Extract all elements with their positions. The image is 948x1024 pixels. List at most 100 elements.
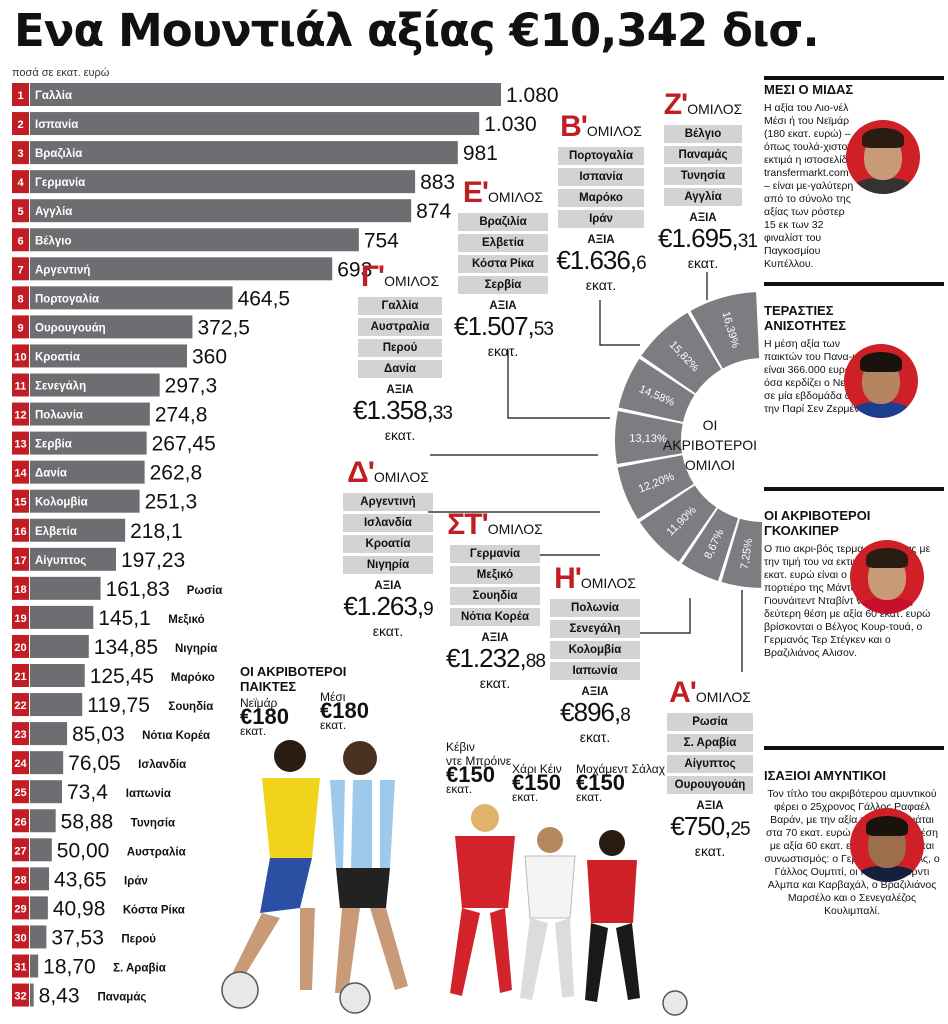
rank-label: 21	[14, 671, 26, 683]
bar	[30, 576, 101, 600]
rank-box	[12, 605, 29, 629]
rank-label: 20	[14, 642, 26, 654]
category-label: Κροατία	[35, 351, 80, 363]
group-team: Ισλανδία	[343, 514, 433, 532]
group-heading: Ε'ΟΜΙΛΟΣ	[454, 176, 552, 210]
group-value-main: €1.507,	[454, 311, 535, 341]
value-label: 145,1	[98, 607, 151, 630]
bar	[30, 693, 83, 717]
rank-label: 16	[14, 526, 26, 538]
rank-label: 12	[14, 410, 26, 422]
bar	[30, 141, 458, 165]
player-unit: εκατ.	[446, 782, 473, 796]
group-heading: ΣΤ'ΟΜΙΛΟΣ	[446, 508, 544, 542]
rank-box	[12, 112, 29, 136]
rank-box	[12, 170, 29, 194]
player-price: €180	[240, 704, 289, 729]
bar	[30, 838, 52, 862]
group-letter: Δ'	[347, 456, 375, 489]
category-label: Ουρουγουάη	[35, 322, 106, 334]
group-unit: εκατ.	[372, 623, 404, 639]
group-value: €1.232,88	[446, 644, 546, 676]
bar-row: 22 119,75 Σουηδία	[12, 693, 213, 717]
donut-slice	[690, 292, 760, 369]
bar-row: 7 693 Αργεντινή	[12, 257, 372, 281]
bar	[30, 780, 63, 804]
group-word: ΟΜΙΛΟΣ	[487, 521, 543, 537]
bar	[30, 489, 140, 513]
category-label: Βέλγιο	[35, 235, 72, 247]
sidebar-text: Η μέση αξία των παικτών του Πανα-μά είνα…	[764, 338, 869, 415]
bar	[30, 402, 150, 426]
bar-row: 24 76,05 Ισλανδία	[12, 751, 186, 775]
player-unit: εκατ.	[576, 790, 603, 804]
rank-box	[12, 489, 29, 513]
group-box: ΣΤ'ΟΜΙΛΟΣ Γερμανία Μεξικό Σουηδία Νότια Κορέ…	[446, 508, 546, 691]
value-label: 50,00	[57, 839, 110, 862]
donut-title-line1: ΟΙ	[702, 417, 718, 433]
group-unit: εκατ.	[579, 729, 611, 745]
category-label: Πολωνία	[35, 410, 83, 422]
group-heading: Β'ΟΜΙΛΟΣ	[553, 110, 649, 144]
rank-box	[12, 954, 29, 978]
bar	[30, 518, 126, 542]
group-word: ΟΜΙΛΟΣ	[580, 575, 636, 591]
player-kane: Χάρι Κέιν €150 εκατ.	[512, 762, 562, 804]
category-label: Πορτογαλία	[35, 293, 99, 305]
player-figure-salah	[585, 830, 688, 1016]
bar	[30, 547, 117, 571]
rank-box	[12, 751, 29, 775]
bar	[30, 344, 187, 368]
rank-label: 24	[14, 758, 27, 770]
sidebar-heading-line1: ΜΕΣΙ Ο ΜΙΔΑΣ	[764, 82, 854, 97]
rank-label: 17	[14, 555, 26, 567]
bar-row: 8 464,5 Πορτογαλία	[12, 286, 290, 310]
value-label: 754	[364, 229, 399, 252]
rank-label: 31	[14, 962, 26, 974]
players-title: ΟΙ ΑΚΡΙΒΟΤΕΡΟΙ ΠΑΙΚΤΕΣ	[240, 664, 346, 694]
rank-box	[12, 199, 29, 223]
rank-box	[12, 228, 29, 252]
group-letter: Β'	[560, 110, 588, 143]
player-price: €150	[512, 770, 561, 795]
group-team: Αργεντινή	[343, 493, 433, 511]
group-team: Βέλγιο	[664, 125, 742, 143]
category-label: Ελβετία	[35, 526, 77, 538]
sidebar-rule-2	[764, 282, 944, 286]
rank-label: 6	[17, 235, 23, 247]
bar-row: 3 981 Βραζιλία	[12, 141, 498, 165]
group-value-main: €1.358,	[353, 395, 434, 425]
rank-label: 15	[14, 497, 26, 509]
value-label: 73,4	[67, 781, 108, 804]
bar	[30, 83, 501, 106]
rank-box	[12, 315, 29, 339]
page-title: Ενα Μουντιάλ αξίας €10,342 δισ.	[14, 4, 820, 57]
category-label: Γαλλία	[35, 90, 72, 102]
group-value: €1.263,9	[340, 592, 436, 624]
value-label: 58,88	[61, 810, 114, 833]
group-unit: εκατ.	[694, 843, 726, 859]
group-unit: εκατ.	[384, 427, 416, 443]
group-letter: Γ'	[360, 260, 385, 293]
group-letter: ΣΤ'	[447, 508, 488, 541]
bar	[30, 460, 145, 484]
bar	[30, 315, 193, 339]
group-value-decimals: 6	[636, 253, 647, 274]
value-label: 8,43	[39, 985, 80, 1008]
category-label: Σενεγάλη	[35, 381, 86, 393]
category-label: Ισπανία	[35, 119, 78, 131]
rank-box	[12, 576, 29, 600]
bar-row: 16 218,1 Ελβετία	[12, 518, 183, 543]
group-team: Περού	[358, 339, 442, 357]
player-salah: Μοχάμεντ Σάλαχ €150 εκατ.	[576, 762, 665, 804]
sidebar-heading-line2: ΓΚΟΛΚΙΠΕΡ	[764, 523, 839, 538]
group-box: Β'ΟΜΙΛΟΣ Πορτογαλία Ισπανία Μαρόκο Ιράν ΑΞΙΑ €…	[553, 110, 649, 293]
rank-box	[12, 809, 29, 833]
donut-title-line2: ΑΚΡΙΒΟΤΕΡΟΙ	[662, 437, 758, 453]
group-box: Γ'ΟΜΙΛΟΣ Γαλλία Αυστραλία Περού Δανία ΑΞΙΑ €1.…	[353, 260, 453, 443]
rank-label: 2	[17, 119, 23, 131]
bar	[30, 954, 39, 978]
player-messi: Μέσι €180 εκατ.	[320, 690, 369, 732]
player-name-line1: Κέβιν	[446, 740, 475, 754]
rank-box	[12, 141, 29, 165]
